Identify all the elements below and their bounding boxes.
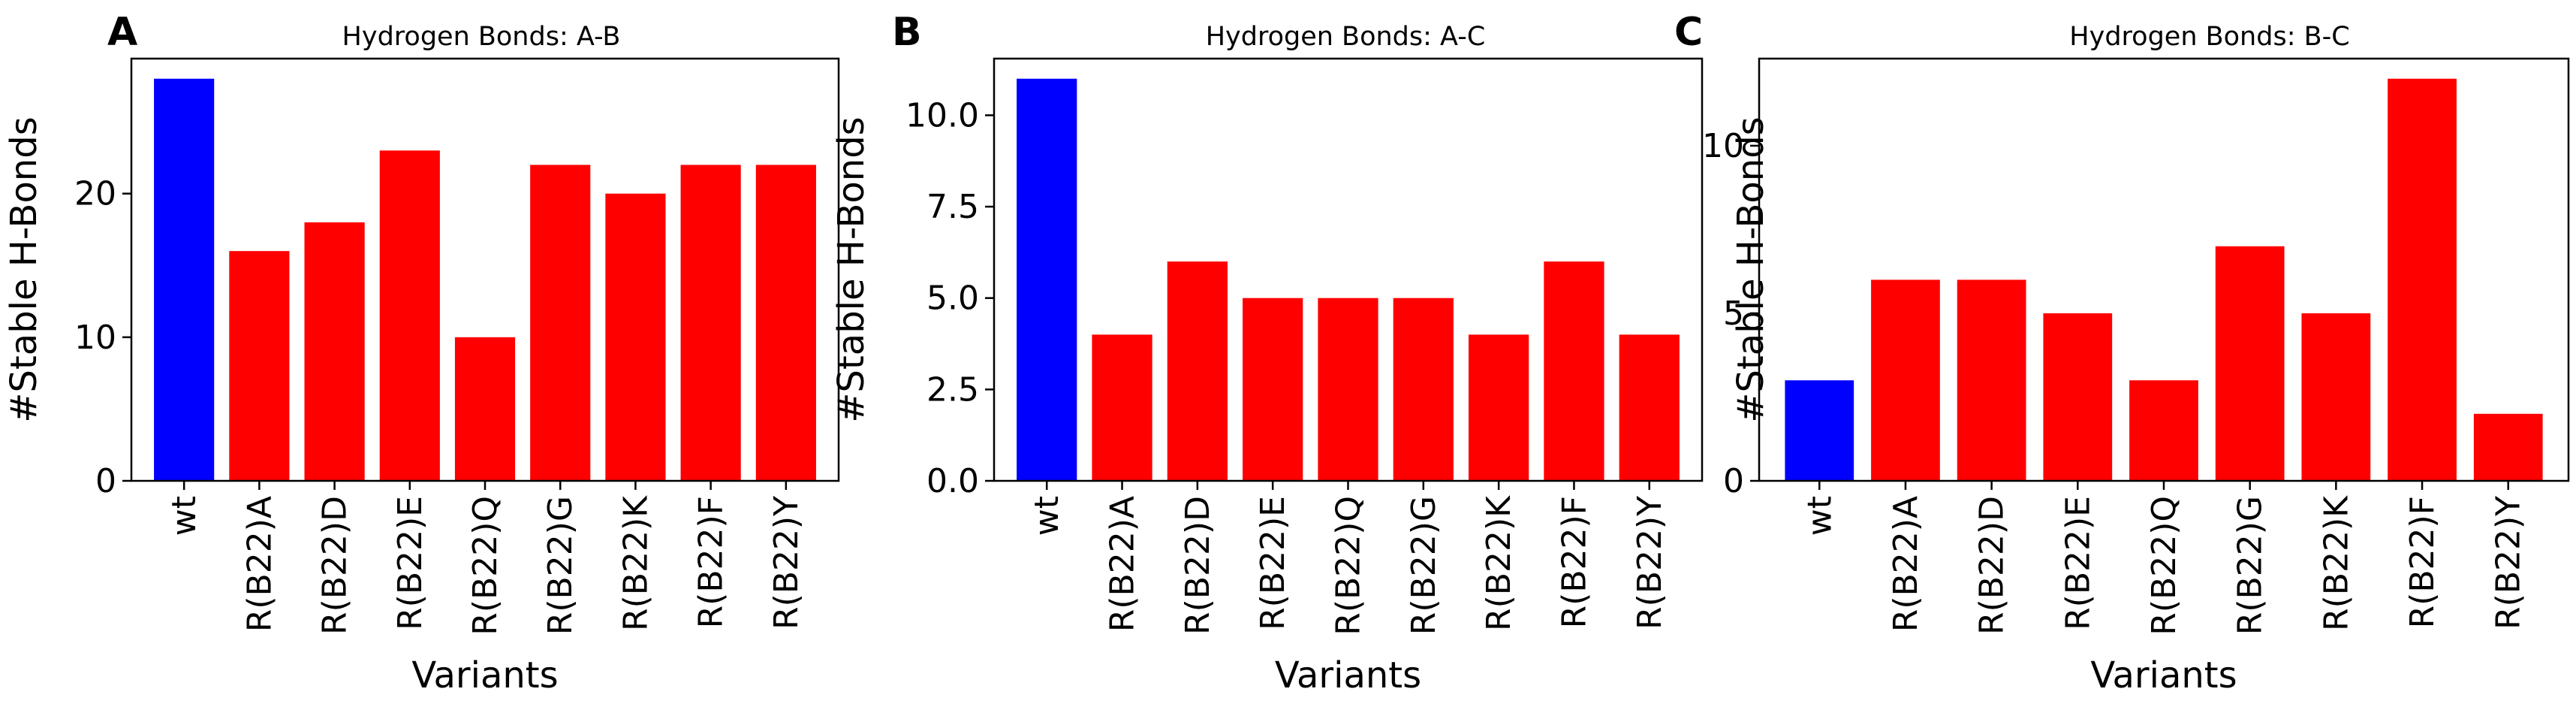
y-axis-label: #Stable H-Bonds (830, 116, 872, 422)
bar-r-b22-f (2388, 78, 2457, 481)
bar-r-b22-g (530, 165, 591, 481)
bar-r-b22-e (2043, 313, 2113, 481)
x-tick-label: R(B22)A (1104, 496, 1142, 632)
bar-r-b22-d (1167, 261, 1228, 481)
y-tick-label: 5.0 (926, 279, 979, 318)
x-tick-label: R(B22)G (541, 496, 580, 635)
x-tick-label: R(B22)G (2231, 496, 2270, 635)
bar-r-b22-k (2301, 313, 2371, 481)
bar-r-b22-a (1092, 334, 1152, 481)
bar-r-b22-q (454, 337, 516, 481)
x-tick-label: R(B22)F (1555, 496, 1593, 628)
bar-r-b22-e (1243, 298, 1303, 481)
chart-panels: 0 10 20 wt R(B22)A R(B22)D R(B22)E R(B22)Q R(B22… (3, 57, 2570, 696)
x-tick-label: R(B22)F (692, 496, 731, 628)
x-tick-label: R(B22)K (1480, 495, 1518, 631)
y-axis-label: #Stable H-Bonds (1730, 116, 1772, 422)
x-tick-label: R(B22)Y (1631, 496, 1669, 630)
bar-r-b22-f (1544, 261, 1604, 481)
x-axis-label: Variants (1275, 654, 1421, 696)
bar-r-b22-e (379, 150, 440, 481)
x-tick-label: R(B22)Q (466, 496, 505, 636)
bar-r-b22-k (605, 193, 666, 481)
bar-r-b22-g (2215, 246, 2285, 481)
x-tick-label: R(B22)E (391, 496, 429, 630)
bar-r-b22-a (1871, 279, 1940, 481)
y-tick-label: 10.0 (905, 96, 979, 134)
bar-r-b22-d (304, 222, 365, 481)
x-tick-label: wt (165, 496, 203, 536)
x-tick-label: R(B22)E (2059, 496, 2097, 630)
x-tick-label: R(B22)F (2403, 496, 2442, 628)
y-tick-label: 7.5 (926, 188, 979, 226)
bar-r-b22-a (229, 251, 290, 481)
y-tick-label: 5 (1723, 295, 1744, 333)
y-tick-label: 0 (1723, 462, 1744, 500)
x-tick-label: wt (1800, 496, 1839, 536)
panel-letter-b: B (892, 10, 922, 55)
y-tick-label: 0 (95, 462, 116, 500)
x-tick-label: R(B22)A (1887, 496, 1925, 632)
x-tick-label: R(B22)A (240, 496, 279, 632)
panel-letter-a: A (107, 10, 137, 55)
bar-r-b22-q (2129, 380, 2198, 481)
x-tick-label: R(B22)D (316, 496, 354, 635)
bar-wt (1785, 380, 1854, 481)
y-tick-label: 10 (74, 319, 116, 357)
y-tick-label: 0.0 (926, 462, 979, 500)
x-tick-label: R(B22)D (1179, 496, 1217, 635)
bar-wt (1017, 78, 1077, 481)
x-axis-label: Variants (2090, 654, 2237, 696)
bar-r-b22-g (1393, 298, 1454, 481)
panel-title-b: Hydrogen Bonds: A-C (1206, 22, 1486, 52)
bar-wt (154, 78, 215, 481)
panel-title-a: Hydrogen Bonds: A-B (342, 22, 621, 52)
x-tick-label: R(B22)Q (1330, 496, 1368, 636)
chart-panel-0: 0 10 20 wt R(B22)A R(B22)D R(B22)E R(B22)Q R(B22… (3, 57, 840, 696)
x-tick-label: R(B22)G (1405, 496, 1443, 635)
panel-title-c: Hydrogen Bonds: B-C (2069, 22, 2349, 52)
x-tick-label: R(B22)Q (2145, 496, 2183, 636)
x-tick-label: R(B22)Y (767, 496, 806, 630)
x-tick-label: R(B22)K (2317, 495, 2355, 631)
bar-r-b22-y (755, 165, 816, 481)
panel-letter-c: C (1674, 10, 1703, 55)
x-tick-label: wt (1028, 496, 1066, 536)
bar-r-b22-q (1318, 298, 1378, 481)
bar-r-b22-y (2473, 413, 2543, 481)
x-tick-label: R(B22)Y (2490, 496, 2528, 630)
x-tick-label: R(B22)K (616, 495, 655, 631)
x-tick-label: R(B22)E (1254, 496, 1292, 630)
y-tick-label: 10 (1702, 127, 1744, 165)
x-axis-label: Variants (411, 654, 558, 696)
chart-panel-1: 0.0 2.5 5.0 7.5 10.0 wt R(B22)A R(B22)D R(B22)E R… (830, 57, 1704, 696)
y-tick-label: 2.5 (926, 370, 979, 409)
chart-panel-2: 0 5 10 wt R(B22)A R(B22)D R(B22)E R(B22)Q R(B22)… (1702, 57, 2570, 696)
y-tick-label: 20 (74, 175, 116, 213)
y-axis-label: #Stable H-Bonds (3, 116, 45, 422)
bar-r-b22-f (680, 165, 741, 481)
bar-r-b22-k (1469, 334, 1529, 481)
x-tick-label: R(B22)D (1973, 496, 2011, 635)
bar-r-b22-d (1957, 279, 2026, 481)
bar-r-b22-y (1619, 334, 1680, 481)
